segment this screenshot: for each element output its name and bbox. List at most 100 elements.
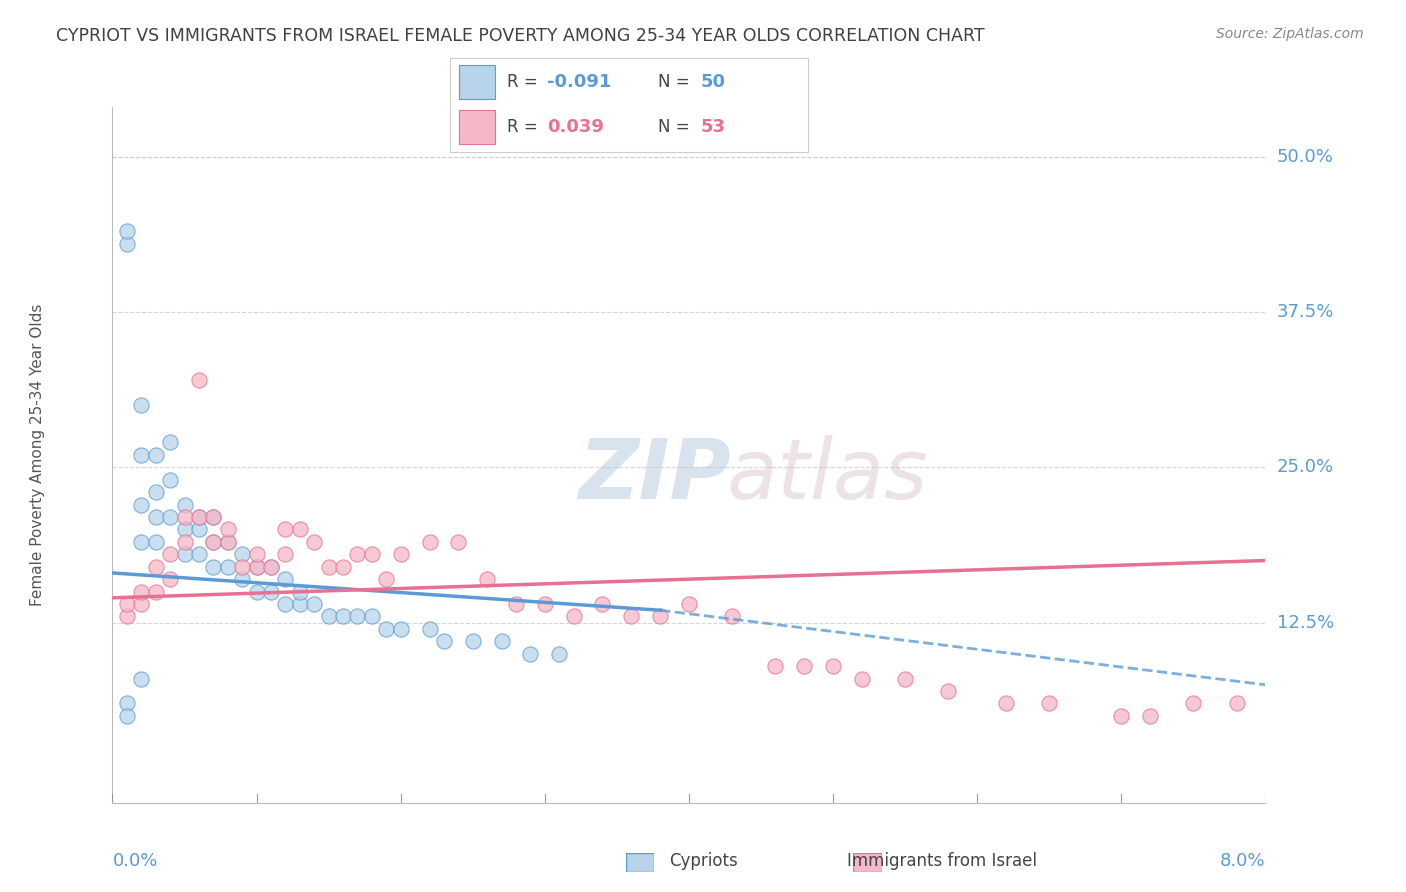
Point (202, 534, 225, 549)
Point (620, 609, 643, 624)
Point (115, 609, 138, 624)
Text: 0.039: 0.039 (547, 119, 603, 136)
Point (145, 534, 167, 549)
Point (851, 672, 873, 686)
Point (115, 708, 138, 723)
Text: Source: ZipAtlas.com: Source: ZipAtlas.com (1216, 27, 1364, 41)
Point (202, 510, 225, 524)
Point (202, 510, 225, 524)
Point (562, 609, 585, 624)
Point (548, 647, 571, 661)
Point (447, 534, 470, 549)
Point (346, 547, 368, 561)
Point (995, 697, 1018, 711)
Point (318, 609, 340, 624)
Point (129, 448, 153, 462)
Text: R =: R = (508, 73, 543, 91)
Text: 8.0%: 8.0% (1220, 853, 1265, 871)
Point (304, 597, 326, 611)
Point (375, 622, 398, 636)
Point (304, 534, 326, 549)
Point (159, 547, 181, 561)
Point (274, 572, 297, 586)
Point (1038, 697, 1060, 711)
Text: 25.0%: 25.0% (1277, 458, 1334, 476)
Point (360, 609, 382, 624)
Point (419, 622, 441, 636)
Point (145, 448, 167, 462)
Point (1182, 697, 1205, 711)
Point (115, 697, 138, 711)
Point (721, 609, 744, 624)
Point (173, 534, 195, 549)
Point (648, 609, 672, 624)
Point (288, 523, 311, 537)
Point (145, 510, 167, 524)
Point (173, 523, 195, 537)
Point (245, 559, 267, 574)
Point (159, 572, 181, 586)
Point (129, 398, 153, 412)
Point (145, 559, 167, 574)
Text: -0.091: -0.091 (547, 73, 612, 91)
Point (217, 559, 239, 574)
Text: N =: N = (658, 119, 695, 136)
Point (245, 547, 267, 561)
Point (765, 659, 787, 673)
Point (318, 559, 340, 574)
Point (475, 572, 498, 586)
FancyBboxPatch shape (458, 65, 495, 99)
Point (936, 684, 959, 698)
Text: 37.5%: 37.5% (1277, 303, 1334, 321)
Point (202, 534, 225, 549)
Point (231, 559, 253, 574)
Point (360, 547, 382, 561)
Point (188, 523, 211, 537)
Point (115, 597, 138, 611)
Point (115, 224, 138, 238)
Point (793, 659, 815, 673)
Point (217, 534, 239, 549)
Point (188, 510, 211, 524)
Point (159, 473, 181, 487)
Point (245, 584, 267, 599)
Point (145, 584, 167, 599)
Point (145, 485, 167, 500)
Point (433, 634, 456, 648)
Point (260, 559, 283, 574)
Point (260, 559, 283, 574)
Text: atlas: atlas (727, 435, 928, 516)
Point (491, 634, 513, 648)
Point (389, 547, 412, 561)
Point (188, 373, 211, 387)
Point (217, 534, 239, 549)
Text: 53: 53 (700, 119, 725, 136)
Text: 12.5%: 12.5% (1277, 614, 1334, 632)
Point (419, 534, 441, 549)
Point (260, 584, 283, 599)
Text: Immigrants from Israel: Immigrants from Israel (846, 852, 1038, 870)
Point (821, 659, 844, 673)
Point (202, 559, 225, 574)
Point (346, 609, 368, 624)
Point (159, 435, 181, 450)
Point (188, 547, 211, 561)
Text: 50.0%: 50.0% (1277, 148, 1333, 166)
Point (1139, 708, 1161, 723)
Text: Female Poverty Among 25-34 Year Olds: Female Poverty Among 25-34 Year Olds (30, 304, 45, 606)
Point (129, 597, 153, 611)
Point (1111, 708, 1133, 723)
Point (188, 510, 211, 524)
Point (519, 647, 541, 661)
Point (288, 597, 311, 611)
Point (332, 609, 354, 624)
Point (173, 547, 195, 561)
Point (1225, 697, 1247, 711)
Point (231, 547, 253, 561)
FancyBboxPatch shape (458, 111, 495, 145)
Point (129, 534, 153, 549)
Point (332, 559, 354, 574)
Text: R =: R = (508, 119, 543, 136)
Point (231, 572, 253, 586)
Point (505, 597, 527, 611)
